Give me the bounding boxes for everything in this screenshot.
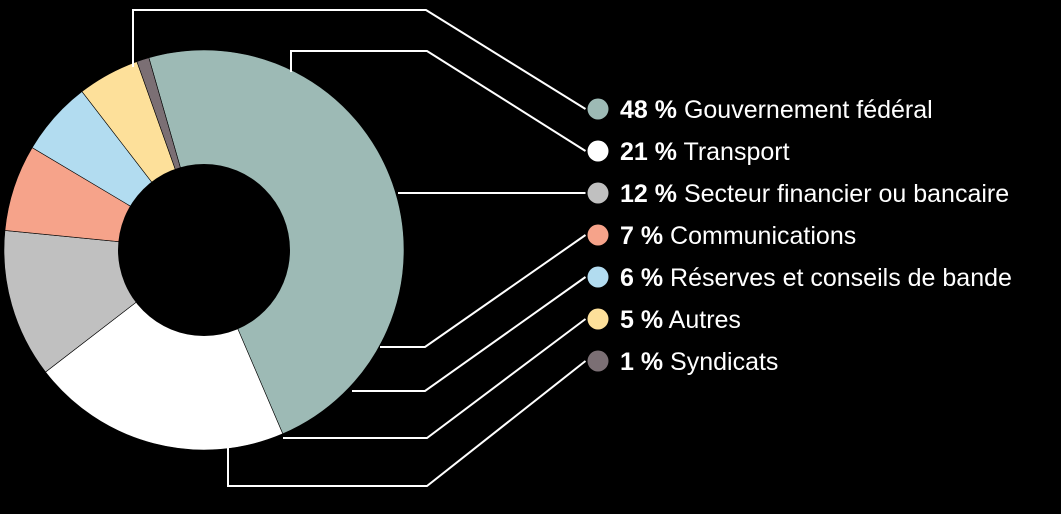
legend-category: Gouvernement fédéral [684, 96, 933, 124]
legend-label: 21 % Transport [620, 138, 790, 166]
legend-category: Communications [670, 222, 856, 250]
legend-item: 48 % Gouvernement fédéral [587, 96, 933, 124]
legend-swatch [587, 182, 609, 204]
legend-item: 1 % Syndicats [587, 348, 778, 376]
legend-space [663, 348, 670, 376]
legend-percent: 21 % [620, 138, 677, 166]
legend-swatch [587, 308, 609, 330]
legend-percent: 7 % [620, 222, 663, 250]
legend-item: 6 % Réserves et conseils de bande [587, 264, 1012, 292]
legend-percent: 12 % [620, 180, 677, 208]
legend-space [663, 222, 670, 250]
legend-swatch [587, 140, 609, 162]
legend-percent: 1 % [620, 348, 663, 376]
legend-item: 21 % Transport [587, 138, 790, 166]
leader-line [227, 360, 587, 487]
legend-space [677, 180, 684, 208]
legend-percent: 6 % [620, 264, 663, 292]
legend-space [677, 96, 684, 124]
legend-category: Transport [683, 138, 789, 166]
leader-line [283, 318, 587, 439]
leader-line [380, 234, 587, 348]
legend-label: 5 % Autres [620, 306, 741, 334]
legend-item: 5 % Autres [587, 306, 741, 334]
legend-swatch [587, 98, 609, 120]
legend-label: 7 % Communications [620, 222, 856, 250]
legend-label: 6 % Réserves et conseils de bande [620, 264, 1012, 292]
legend-label: 48 % Gouvernement fédéral [620, 96, 933, 124]
legend-swatch [587, 350, 609, 372]
leader-line [352, 276, 587, 392]
legend-category: Autres [669, 306, 741, 334]
legend-percent: 5 % [620, 306, 663, 334]
leader-line [290, 50, 587, 152]
legend-label: 12 % Secteur financier ou bancaire [620, 180, 1009, 208]
legend-item: 7 % Communications [587, 222, 856, 250]
legend-label: 1 % Syndicats [620, 348, 778, 376]
donut-hole [118, 164, 290, 336]
legend-category: Syndicats [670, 348, 778, 376]
legend-swatch [587, 224, 609, 246]
legend-percent: 48 % [620, 96, 677, 124]
legend-item: 12 % Secteur financier ou bancaire [587, 180, 1009, 208]
leader-lines [132, 9, 587, 487]
legend-category: Réserves et conseils de bande [670, 264, 1012, 292]
legend-space [663, 264, 670, 292]
legend-swatch [587, 266, 609, 288]
leader-line [132, 9, 587, 110]
legend-category: Secteur financier ou bancaire [684, 180, 1009, 208]
